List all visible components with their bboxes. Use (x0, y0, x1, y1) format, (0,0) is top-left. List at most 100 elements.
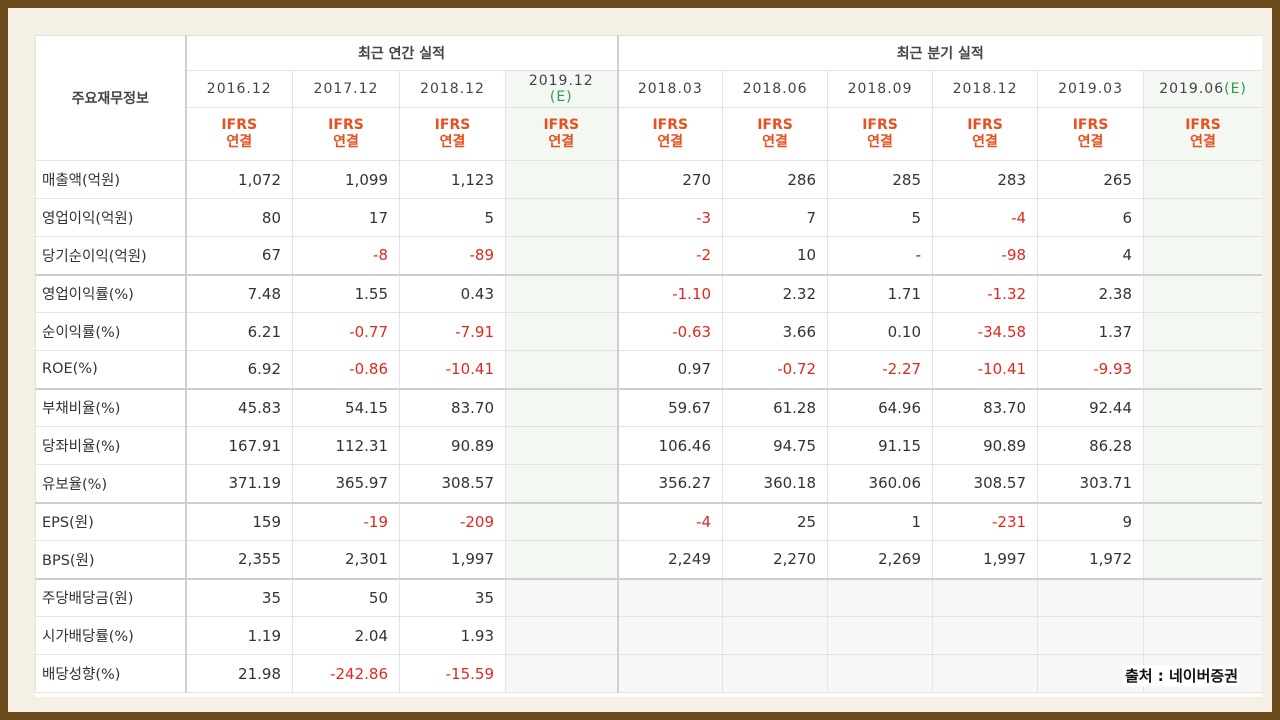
table-cell: -0.86 (292, 350, 400, 389)
table-cell: -231 (932, 501, 1039, 541)
table-cell (1143, 160, 1262, 199)
ifrs-label: IFRS (967, 117, 1003, 133)
table-cell: 270 (617, 160, 724, 199)
table-cell: 2,269 (827, 540, 934, 579)
row-label: 시가배당률(%) (35, 616, 187, 655)
table-cell (1143, 616, 1262, 655)
row-label: ROE(%) (35, 350, 187, 389)
table-cell (722, 654, 829, 693)
period-header-annual-2: 2018.12 (399, 70, 506, 108)
ifrs-header-8: IFRS 연결 (1037, 107, 1145, 161)
period-header-quarterly-5: 2019.06(E) (1143, 70, 1262, 108)
table-cell: 90.89 (399, 426, 506, 465)
table-cell: 35 (399, 577, 506, 617)
table-cell: 5 (399, 198, 506, 237)
period-header-annual-3: 2019.12 (E) (504, 70, 619, 108)
table-header: 주요재무정보 최근 연간 실적 최근 분기 실적 2016.12 2017.12 2… (35, 35, 1262, 161)
table-cell: -2 (617, 236, 724, 275)
table-cell (1143, 350, 1262, 389)
table-cell: 35 (185, 577, 293, 617)
ifrs-header-3: IFRS 연결 (504, 107, 619, 161)
table-cell (504, 616, 619, 655)
table-cell (617, 654, 724, 693)
period-date: 2017.12 (313, 81, 379, 97)
ifrs-label: IFRS (1185, 117, 1221, 133)
table-cell: 50 (292, 577, 400, 617)
period-header-quarterly-3: 2018.12 (932, 70, 1039, 108)
ifrs-header-7: IFRS 연결 (932, 107, 1039, 161)
table-cell: -0.77 (292, 312, 400, 351)
table-cell: 6.21 (185, 312, 293, 351)
table-cell (504, 501, 619, 541)
table-cell: 159 (185, 501, 293, 541)
row-label: 배당성향(%) (35, 654, 187, 693)
consolidated-label: 연결 (867, 134, 893, 150)
period-date: 2019.06 (1159, 81, 1225, 97)
table-cell (504, 160, 619, 199)
table-cell (1143, 464, 1262, 503)
table-cell (504, 236, 619, 275)
table-cell (1143, 273, 1262, 313)
table-cell: 0.43 (399, 273, 506, 313)
table-row: 매출액(억원) 1,072 1,099 1,123 270 286 285 283 265 (35, 160, 1262, 199)
table-cell: 371.19 (185, 464, 293, 503)
table-cell: -10.41 (399, 350, 506, 389)
row-label: 당좌비율(%) (35, 426, 187, 465)
table-cell (504, 350, 619, 389)
table-cell (504, 273, 619, 313)
financial-summary-panel: 주요재무정보 최근 연간 실적 최근 분기 실적 2016.12 2017.12 2… (35, 35, 1262, 697)
table-body: 매출액(억원) 1,072 1,099 1,123 270 286 285 283 265 영업이… (35, 160, 1262, 693)
table-cell: 5 (827, 198, 934, 237)
table-cell (722, 577, 829, 617)
table-cell (504, 540, 619, 579)
table-cell: 360.06 (827, 464, 934, 503)
table-cell: 1,123 (399, 160, 506, 199)
row-label: 주당배당금(원) (35, 577, 187, 617)
ifrs-label: IFRS (757, 117, 793, 133)
table-cell: 6.92 (185, 350, 293, 389)
row-label: 부채비율(%) (35, 387, 187, 427)
table-row: 시가배당률(%) 1.19 2.04 1.93 (35, 616, 1262, 655)
table-cell (504, 577, 619, 617)
table-row: 부채비율(%) 45.83 54.15 83.70 59.67 61.28 64.96 83.… (35, 387, 1262, 427)
period-header-quarterly-4: 2019.03 (1037, 70, 1145, 108)
table-cell: 2,249 (617, 540, 724, 579)
row-label: 영업이익(억원) (35, 198, 187, 237)
table-cell: 45.83 (185, 387, 293, 427)
table-cell (504, 198, 619, 237)
estimate-mark: (E) (1224, 81, 1247, 97)
ifrs-header-2: IFRS 연결 (399, 107, 506, 161)
table-cell: 80 (185, 198, 293, 237)
consolidated-label: 연결 (762, 134, 788, 150)
consolidated-label: 연결 (1190, 134, 1216, 150)
main-info-header: 주요재무정보 (35, 35, 187, 161)
source-label: 출처 : 네이버증권 (1122, 665, 1240, 686)
table-cell: 67 (185, 236, 293, 275)
table-cell (504, 387, 619, 427)
table-cell: 59.67 (617, 387, 724, 427)
period-date: 2018.12 (420, 81, 485, 97)
table-cell: 1 (827, 501, 934, 541)
table-row: ROE(%) 6.92 -0.86 -10.41 0.97 -0.72 -2.27 -10.4… (35, 350, 1262, 389)
table-cell: 308.57 (932, 464, 1039, 503)
ifrs-header-1: IFRS 연결 (292, 107, 400, 161)
period-date: 2018.12 (952, 81, 1018, 97)
table-cell: 2.38 (1037, 273, 1145, 313)
table-cell: 1,099 (292, 160, 400, 199)
table-cell (1143, 501, 1262, 541)
table-cell (932, 654, 1039, 693)
table-cell: 1.55 (292, 273, 400, 313)
table-cell: 86.28 (1037, 426, 1145, 465)
table-cell: 286 (722, 160, 829, 199)
table-cell (617, 577, 724, 617)
table-cell (1143, 312, 1262, 351)
consolidated-label: 연결 (972, 134, 998, 150)
ifrs-label: IFRS (434, 117, 471, 133)
table-cell: 360.18 (722, 464, 829, 503)
ifrs-label: IFRS (543, 117, 580, 133)
period-row: 2016.12 2017.12 2018.12 2019.12 (E) 2018.03 20… (36, 70, 1262, 108)
table-row: 당기순이익(억원) 67 -8 -89 -2 10- -98 4 (35, 236, 1262, 275)
table-cell: 1.71 (827, 273, 934, 313)
table-cell: 2,270 (722, 540, 829, 579)
table-cell: -0.72 (722, 350, 829, 389)
